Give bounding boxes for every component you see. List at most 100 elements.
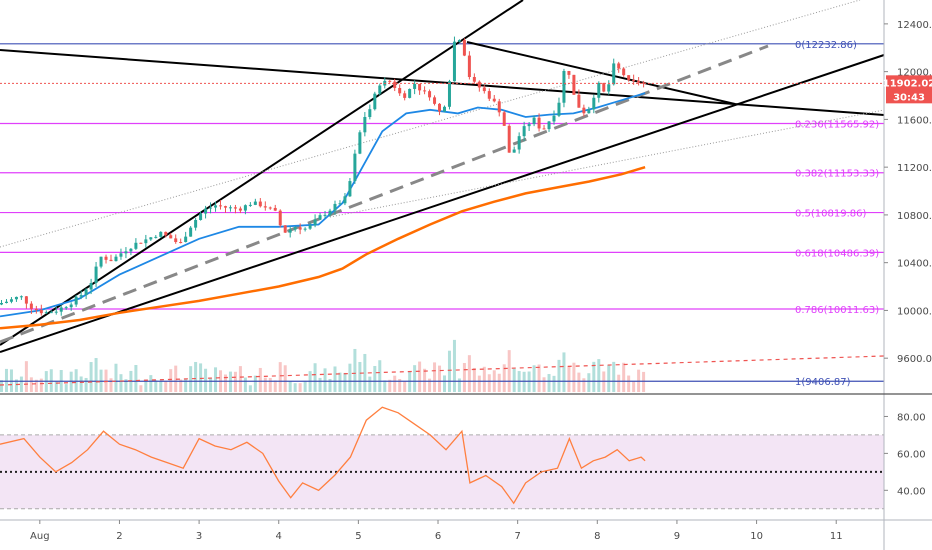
candle-body[interactable] <box>313 219 317 226</box>
ma-blue-line[interactable] <box>0 92 646 318</box>
candle-body[interactable] <box>482 87 486 92</box>
candle-body[interactable] <box>418 83 422 91</box>
candle-body[interactable] <box>154 236 158 238</box>
candle-body[interactable] <box>144 239 148 244</box>
candle-body[interactable] <box>79 295 83 297</box>
candle-body[interactable] <box>228 207 232 209</box>
candle-body[interactable] <box>308 225 312 229</box>
candle-body[interactable] <box>268 207 272 209</box>
candle-body[interactable] <box>184 236 188 243</box>
candle-body[interactable] <box>512 149 516 153</box>
candle-body[interactable] <box>353 153 357 182</box>
candle-body[interactable] <box>104 256 108 260</box>
candle-body[interactable] <box>44 312 48 314</box>
candle-body[interactable] <box>542 128 546 130</box>
candle-body[interactable] <box>233 207 237 209</box>
candle-body[interactable] <box>388 80 392 82</box>
candle-body[interactable] <box>343 196 347 204</box>
upper-dotted-channel[interactable] <box>0 0 861 248</box>
candle-body[interactable] <box>577 94 581 108</box>
candle-body[interactable] <box>99 256 103 267</box>
candle-body[interactable] <box>557 102 561 116</box>
red-dotted-trend[interactable] <box>0 355 885 386</box>
candle-body[interactable] <box>303 228 307 230</box>
lower-dotted-channel[interactable] <box>329 109 885 218</box>
candle-body[interactable] <box>592 97 596 110</box>
candle-body[interactable] <box>373 93 377 110</box>
time-axis[interactable]: Aug 2 3 4 5 6 7 8 9 10 11 <box>30 520 843 542</box>
candle-body[interactable] <box>582 107 586 114</box>
candle-body[interactable] <box>4 301 8 304</box>
candle-body[interactable] <box>248 204 252 206</box>
candle-body[interactable] <box>278 210 282 226</box>
candle-body[interactable] <box>89 282 93 290</box>
candle-body[interactable] <box>174 238 178 243</box>
candle-body[interactable] <box>597 82 601 98</box>
candle-body[interactable] <box>54 311 58 313</box>
candle-body[interactable] <box>378 85 382 94</box>
descending-resistance-line[interactable] <box>0 49 885 116</box>
candle-body[interactable] <box>293 227 297 230</box>
candle-body[interactable] <box>552 115 556 122</box>
candle-body[interactable] <box>532 117 536 125</box>
candle-body[interactable] <box>219 205 223 207</box>
candle-body[interactable] <box>492 98 496 102</box>
candle-body[interactable] <box>49 312 53 314</box>
candle-body[interactable] <box>273 207 277 211</box>
candle-body[interactable] <box>199 213 203 220</box>
candle-body[interactable] <box>403 93 407 98</box>
candle-body[interactable] <box>562 70 566 103</box>
candle-body[interactable] <box>607 84 611 92</box>
candle-body[interactable] <box>467 55 471 78</box>
candle-body[interactable] <box>358 132 362 154</box>
candle-body[interactable] <box>69 304 73 308</box>
candle-body[interactable] <box>547 121 551 130</box>
candle-body[interactable] <box>9 299 13 302</box>
candle-body[interactable] <box>423 90 427 92</box>
candle-body[interactable] <box>14 296 18 300</box>
candle-body[interactable] <box>348 181 352 197</box>
candle-body[interactable] <box>24 296 28 304</box>
candle-body[interactable] <box>119 253 123 257</box>
candle-body[interactable] <box>288 229 292 233</box>
candle-body[interactable] <box>159 231 163 237</box>
candle-body[interactable] <box>94 266 98 283</box>
candle-body[interactable] <box>428 91 432 98</box>
candle-body[interactable] <box>602 82 606 92</box>
candle-body[interactable] <box>433 97 437 104</box>
candle-body[interactable] <box>194 219 198 228</box>
candle-body[interactable] <box>214 205 218 208</box>
candle-body[interactable] <box>398 87 402 94</box>
candle-body[interactable] <box>462 40 466 56</box>
candle-body[interactable] <box>363 116 367 133</box>
candle-body[interactable] <box>497 101 501 113</box>
candle-body[interactable] <box>637 80 641 83</box>
triangle-top-line[interactable] <box>466 41 736 105</box>
candle-body[interactable] <box>189 227 193 237</box>
upper-channel-line[interactable] <box>0 0 524 346</box>
candle-body[interactable] <box>527 124 531 127</box>
candle-body[interactable] <box>447 81 451 107</box>
candle-body[interactable] <box>34 308 38 311</box>
candle-body[interactable] <box>537 117 541 129</box>
candle-body[interactable] <box>84 289 88 296</box>
candle-body[interactable] <box>134 242 138 249</box>
candle-body[interactable] <box>29 303 33 309</box>
candle-body[interactable] <box>323 214 327 216</box>
candle-body[interactable] <box>642 82 646 84</box>
candle-body[interactable] <box>59 307 63 312</box>
candle-body[interactable] <box>408 88 412 98</box>
candle-body[interactable] <box>452 41 456 82</box>
candle-body[interactable] <box>522 126 526 137</box>
candle-body[interactable] <box>487 91 491 99</box>
candle-body[interactable] <box>368 109 372 117</box>
candle-body[interactable] <box>169 235 173 239</box>
candle-body[interactable] <box>442 106 446 112</box>
candle-body[interactable] <box>567 70 571 75</box>
candle-body[interactable] <box>627 75 631 80</box>
candle-body[interactable] <box>587 109 591 114</box>
candle-body[interactable] <box>283 225 287 233</box>
candle-body[interactable] <box>139 242 143 244</box>
price-axis[interactable]: 12400.00 12000.00 11600.00 11200.00 10800.00… <box>884 20 932 365</box>
